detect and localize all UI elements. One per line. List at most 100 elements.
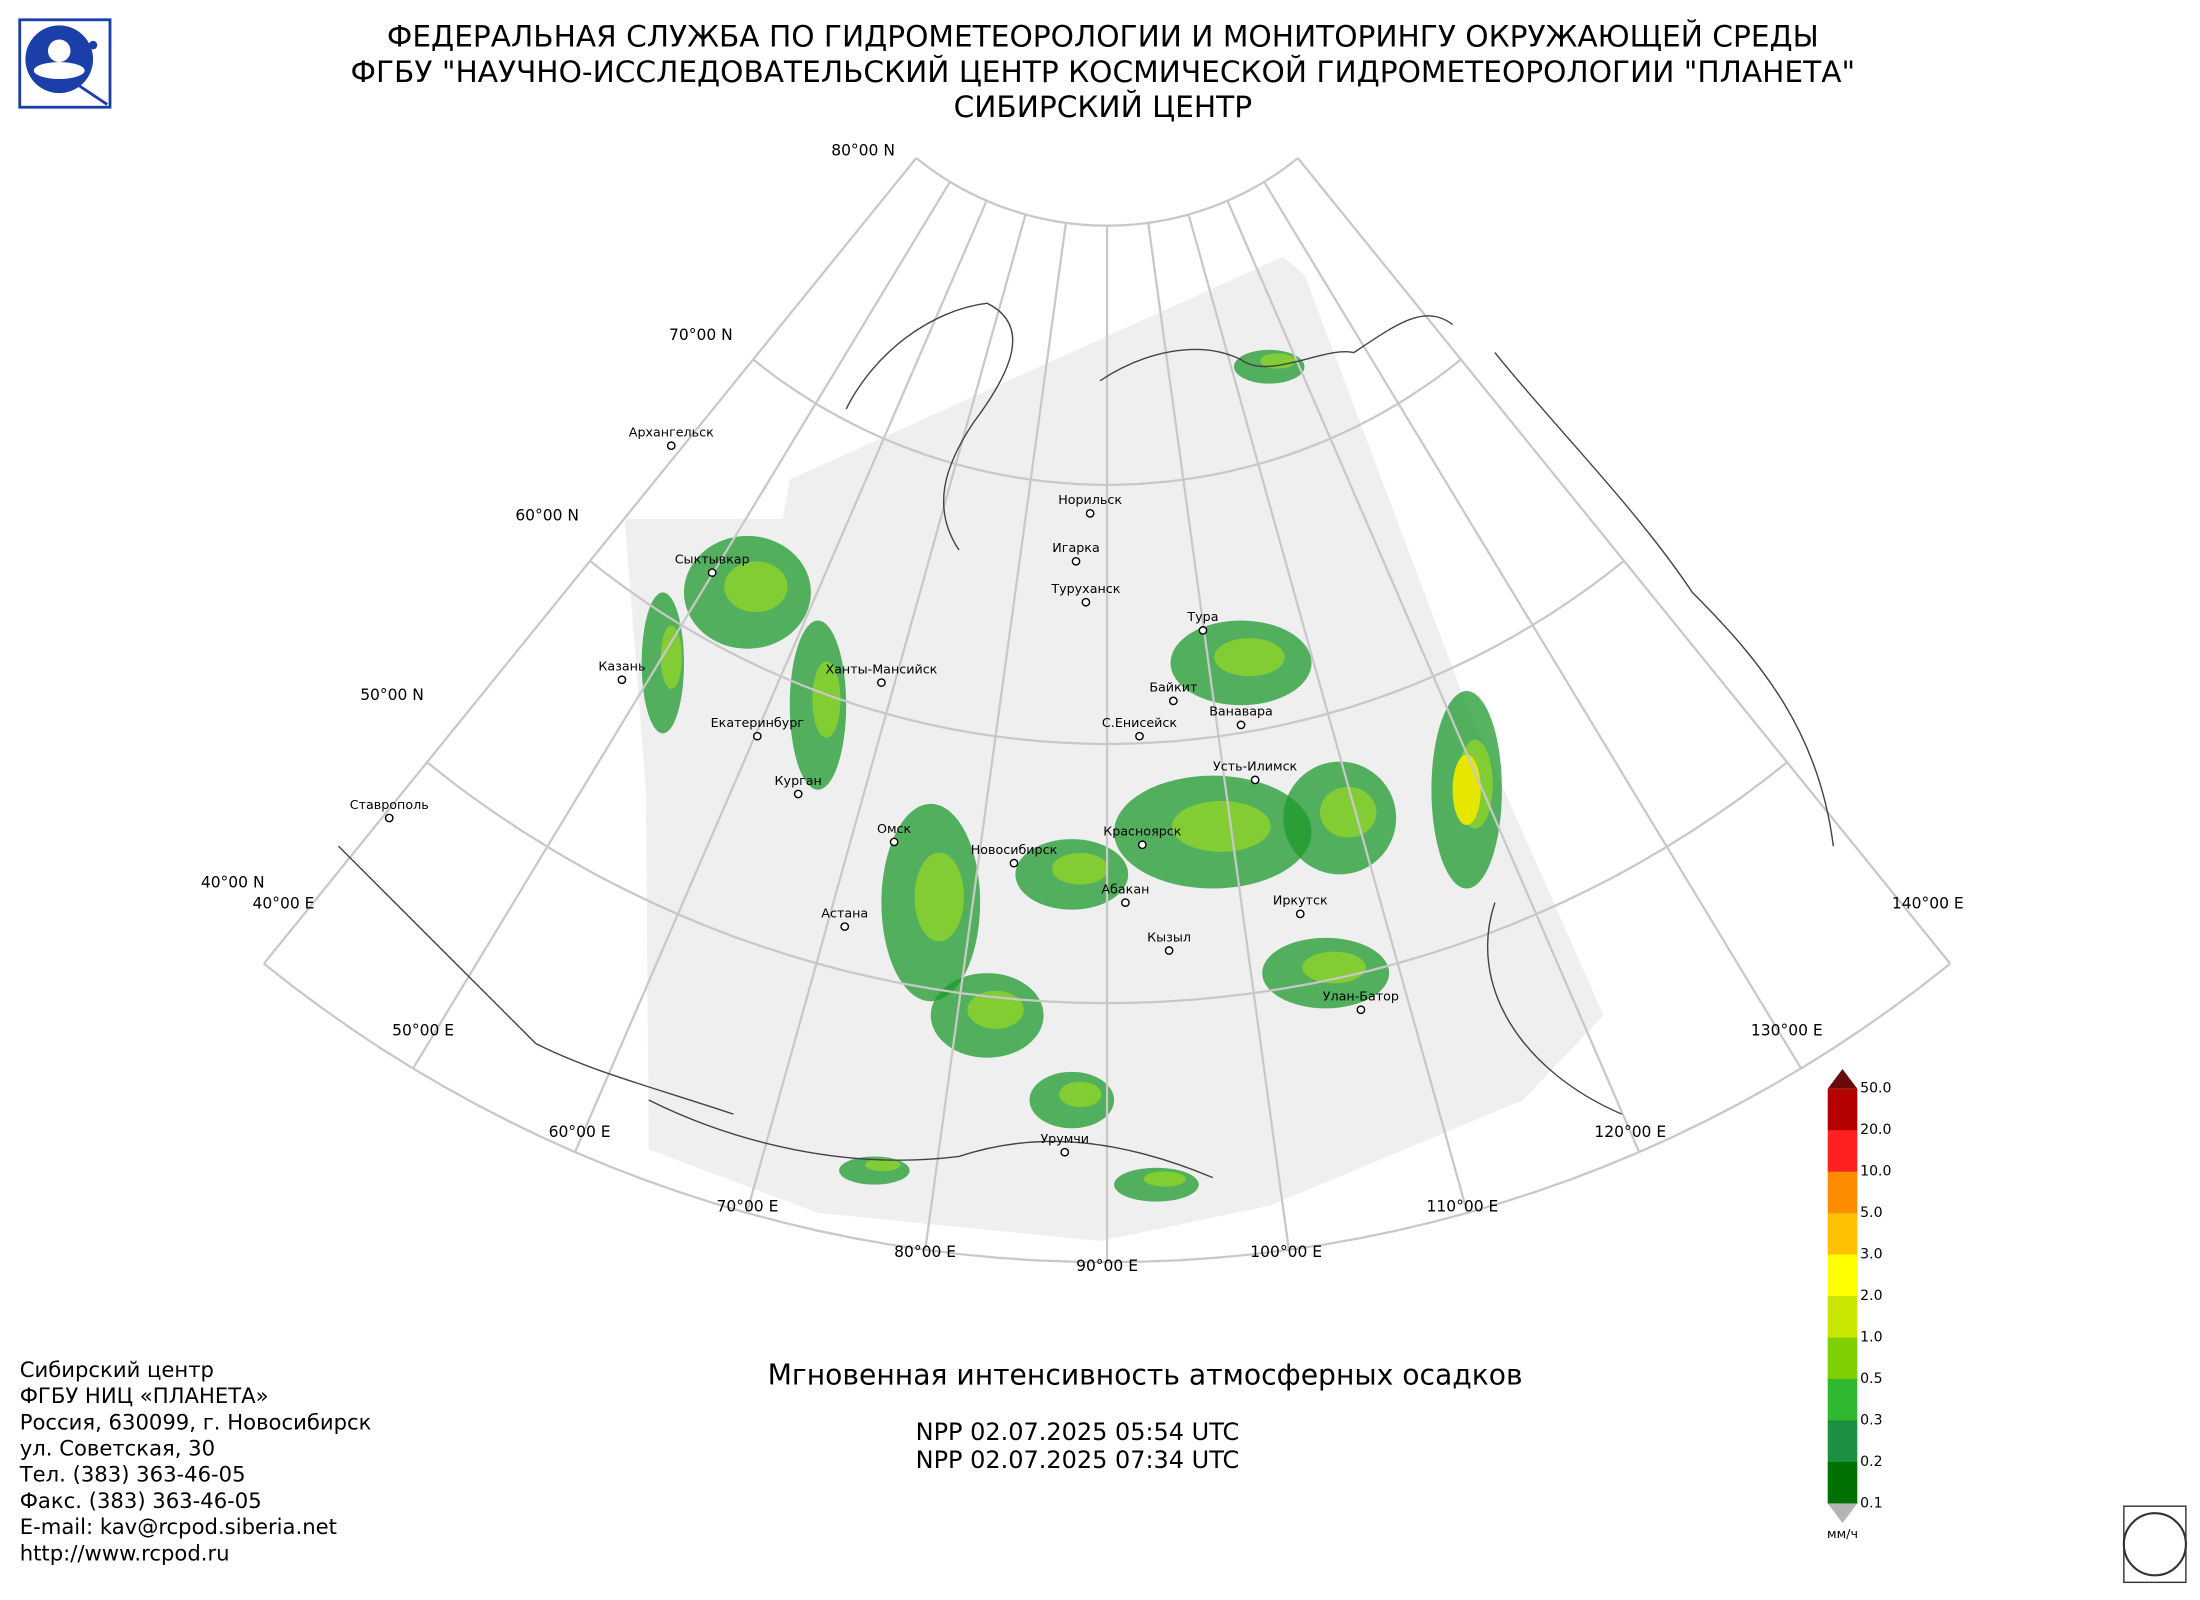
satellite-pass: NPP 02.07.2025 05:54 UTC: [916, 1418, 1240, 1446]
city-label: Туруханск: [1050, 581, 1120, 596]
satellite-pass: NPP 02.07.2025 07:34 UTC: [916, 1446, 1240, 1474]
colorbar-segment: [1827, 1378, 1858, 1422]
lat-label: 80°00 N: [831, 141, 895, 159]
lon-label: 60°00 E: [549, 1123, 611, 1141]
texts: ФЕДЕРАЛЬНАЯ СЛУЖБА ПО ГИДРОМЕТЕОРОЛОГИИ …: [19, 19, 2168, 1566]
footer-line: ул. Советская, 30: [20, 1435, 215, 1460]
rain-area-light: [1171, 801, 1271, 852]
colorbar-unit: мм/ч: [1827, 1526, 1858, 1541]
city-label: Курган: [775, 773, 822, 788]
city-marker: [1198, 626, 1208, 635]
rain-area-light: [812, 661, 841, 738]
city-label: Иркутск: [1273, 893, 1328, 908]
footer-line: E-mail: kav@rcpod.siberia.net: [20, 1514, 337, 1539]
rain-area-light: [865, 1158, 901, 1172]
header-line: СИБИРСКИЙ ЦЕНТР: [954, 89, 1252, 124]
meridian: [1147, 222, 1290, 1250]
footer-line: Факс. (383) 363-46-05: [20, 1488, 262, 1513]
colorbar-top: [1827, 1069, 1858, 1089]
rain-area-light: [1143, 1171, 1187, 1187]
colorbar-segment: [1827, 1296, 1858, 1339]
city-label: Усть-Илимск: [1213, 759, 1298, 774]
lon-label: 80°00 E: [894, 1243, 956, 1261]
city-label: Новосибирск: [971, 842, 1058, 857]
city-marker: [1295, 909, 1305, 919]
colorbar-segment: [1827, 1337, 1858, 1380]
lon-label: 50°00 E: [392, 1021, 454, 1039]
city-marker: [840, 922, 850, 931]
colorbar-label: 0.3: [1860, 1412, 1882, 1428]
city-label: Ханты-Мансийск: [825, 661, 937, 676]
city-marker: [617, 675, 627, 685]
rain-area-heavy: [1452, 754, 1481, 826]
header-line: ФЕДЕРАЛЬНАЯ СЛУЖБА ПО ГИДРОМЕТЕОРОЛОГИИ …: [387, 19, 1819, 54]
colorbar-label: 5.0: [1860, 1205, 1882, 1221]
city-marker: [707, 568, 717, 577]
product-title: Мгновенная интенсивность атмосферных оса…: [768, 1358, 1523, 1391]
colorbar-label: 20.0: [1860, 1122, 1891, 1138]
meridian: [412, 181, 951, 1070]
colorbar-segment: [1827, 1461, 1858, 1505]
city-marker: [1236, 720, 1246, 730]
city-marker: [752, 731, 762, 741]
meridian: [263, 157, 918, 965]
city-marker: [1168, 696, 1178, 706]
city-label: Абакан: [1101, 881, 1149, 896]
coastlines: [337, 302, 1835, 1179]
city-label: Сыктывкар: [675, 551, 750, 566]
rain-area-light: [724, 561, 788, 613]
lat-label: 50°00 N: [360, 686, 424, 704]
city-label: Кызыл: [1147, 929, 1191, 944]
city-label: Красноярск: [1103, 824, 1182, 839]
footer-line: http://www.rcpod.ru: [20, 1540, 230, 1565]
city-label: Архангельск: [629, 424, 714, 439]
meridian: [745, 214, 1027, 1214]
city-marker: [877, 678, 886, 687]
city-marker: [1250, 775, 1260, 785]
city-marker: [1121, 898, 1130, 907]
rain-area-light: [1059, 1081, 1102, 1108]
rain-area-light: [914, 852, 964, 942]
rain-area-light: [1214, 638, 1285, 677]
city-label: Ставрополь: [350, 797, 429, 812]
footer-line: Сибирский центр: [20, 1357, 214, 1382]
city-label: Екатеринбург: [711, 715, 805, 730]
city-marker: [1071, 556, 1081, 566]
city-marker: [1085, 508, 1095, 518]
lon-label: 110°00 E: [1427, 1198, 1499, 1216]
city-marker: [666, 441, 676, 451]
map: 80°00 N 70°00 N 60°00 N 50°00 N 40°00 N 40°00…: [201, 141, 1964, 1275]
meridian: [1187, 214, 1469, 1214]
colorbar-segment: [1827, 1213, 1858, 1256]
rain-area-light: [1260, 353, 1296, 369]
lon-label: 40°00 E: [253, 895, 315, 913]
city-label: Омск: [877, 821, 912, 836]
colorbar-segment: [1827, 1130, 1858, 1173]
city-label: Ванавара: [1209, 704, 1273, 719]
colorbar-label: 10.0: [1860, 1164, 1891, 1180]
city-marker: [1135, 731, 1144, 741]
colorbar-label: 0.5: [1860, 1371, 1882, 1387]
city-marker: [1009, 858, 1019, 868]
city-label: Улан-Батор: [1323, 989, 1399, 1004]
rain-area-light: [1320, 786, 1377, 838]
meridian: [1226, 200, 1641, 1153]
rain-area-light: [967, 990, 1024, 1029]
city-marker: [384, 813, 394, 823]
colorbar-label: 50.0: [1860, 1081, 1891, 1097]
colorbar-label: 0.2: [1860, 1454, 1882, 1470]
rain-area-light: [1052, 852, 1109, 885]
lat-label: 40°00 N: [201, 873, 265, 891]
city-label: Астана: [821, 905, 868, 920]
colorbar-label: 3.0: [1860, 1247, 1882, 1263]
city-label: С.Енисейск: [1102, 715, 1177, 730]
city-label: Байкит: [1149, 680, 1198, 695]
footer-line: Россия, 630099, г. Новосибирск: [20, 1409, 372, 1434]
city-marker: [1137, 840, 1147, 850]
meridian: [573, 200, 988, 1153]
lon-label: 90°00 E: [1076, 1257, 1138, 1275]
colorbar-segment: [1827, 1171, 1858, 1214]
colorbar-segment: [1827, 1420, 1858, 1463]
city-label: Игарка: [1052, 540, 1099, 555]
